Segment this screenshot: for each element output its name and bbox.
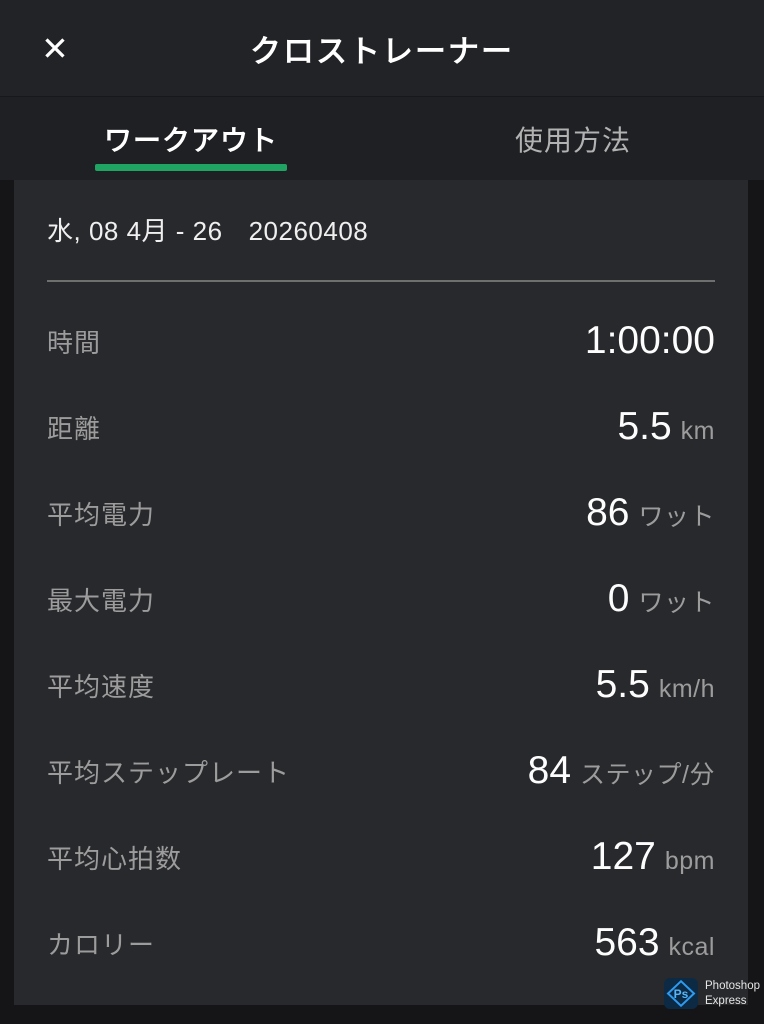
page-title: クロストレーナー xyxy=(250,33,514,69)
stat-unit: km xyxy=(680,417,715,445)
stat-unit: ワット xyxy=(638,503,715,531)
stat-row-max-power: 最大電力 0 ワット xyxy=(47,556,715,642)
watermark-text: Photoshop Express xyxy=(705,979,760,1008)
stat-row-avg-power: 平均電力 86 ワット xyxy=(47,470,715,556)
tab-workout[interactable]: ワークアウト xyxy=(0,97,382,180)
watermark-line2: Express xyxy=(705,994,747,1007)
stat-unit: kcal xyxy=(668,933,715,961)
stat-value: 5.5 xyxy=(595,663,650,706)
stat-value: 563 xyxy=(594,921,660,964)
workout-date-text: 水, 08 4月 - 26 xyxy=(47,216,223,246)
close-icon: ✕ xyxy=(41,29,69,67)
tab-usage[interactable]: 使用方法 xyxy=(382,97,764,180)
tab-usage-label: 使用方法 xyxy=(514,124,631,156)
stat-label: 平均電力 xyxy=(47,499,156,530)
tab-bar: ワークアウト 使用方法 xyxy=(0,96,764,180)
stat-label: 時間 xyxy=(47,327,102,358)
stat-label: 距離 xyxy=(47,413,102,444)
stat-value: 0 xyxy=(607,577,630,620)
workout-date-code: 20260408 xyxy=(248,216,369,246)
stat-unit: km/h xyxy=(658,675,715,703)
divider xyxy=(47,280,715,282)
photoshop-express-icon: Ps xyxy=(664,978,698,1009)
active-tab-indicator xyxy=(95,164,287,171)
stat-value: 86 xyxy=(586,491,630,534)
tab-workout-label: ワークアウト xyxy=(103,124,278,156)
stat-unit: ワット xyxy=(638,589,715,617)
stats-list: 時間 1:00:00 距離 5.5 km 平均電力 86 ワット 最大電力 0 xyxy=(47,298,715,986)
stat-row-calories: カロリー 563 kcal xyxy=(47,900,715,986)
workout-card: 水, 08 4月 - 26 20260408 時間 1:00:00 距離 5.5 … xyxy=(14,180,748,1005)
top-bar: ✕ クロストレーナー xyxy=(0,0,764,96)
stat-row-time: 時間 1:00:00 xyxy=(47,298,715,384)
stat-row-distance: 距離 5.5 km xyxy=(47,384,715,470)
stat-label: カロリー xyxy=(47,929,156,960)
close-button[interactable]: ✕ xyxy=(28,0,82,96)
stat-value: 1:00:00 xyxy=(584,319,715,362)
stat-row-avg-speed: 平均速度 5.5 km/h xyxy=(47,642,715,728)
stat-unit: bpm xyxy=(664,847,715,875)
workout-date: 水, 08 4月 - 26 20260408 xyxy=(47,180,715,246)
stat-label: 最大電力 xyxy=(47,585,156,616)
stat-label: 平均心拍数 xyxy=(47,843,183,874)
stat-label: 平均ステップレート xyxy=(47,757,291,788)
stat-label: 平均速度 xyxy=(47,671,156,702)
stat-unit: ステップ/分 xyxy=(580,761,715,789)
ps-logo-text: Ps xyxy=(674,987,689,1001)
stat-row-avg-heart-rate: 平均心拍数 127 bpm xyxy=(47,814,715,900)
stat-value: 5.5 xyxy=(617,405,672,448)
stat-row-avg-step-rate: 平均ステップレート 84 ステップ/分 xyxy=(47,728,715,814)
watermark-line1: Photoshop xyxy=(705,980,760,993)
photoshop-express-watermark: Ps Photoshop Express xyxy=(664,978,760,1009)
stat-value: 84 xyxy=(527,749,572,792)
stat-value: 127 xyxy=(590,835,656,878)
